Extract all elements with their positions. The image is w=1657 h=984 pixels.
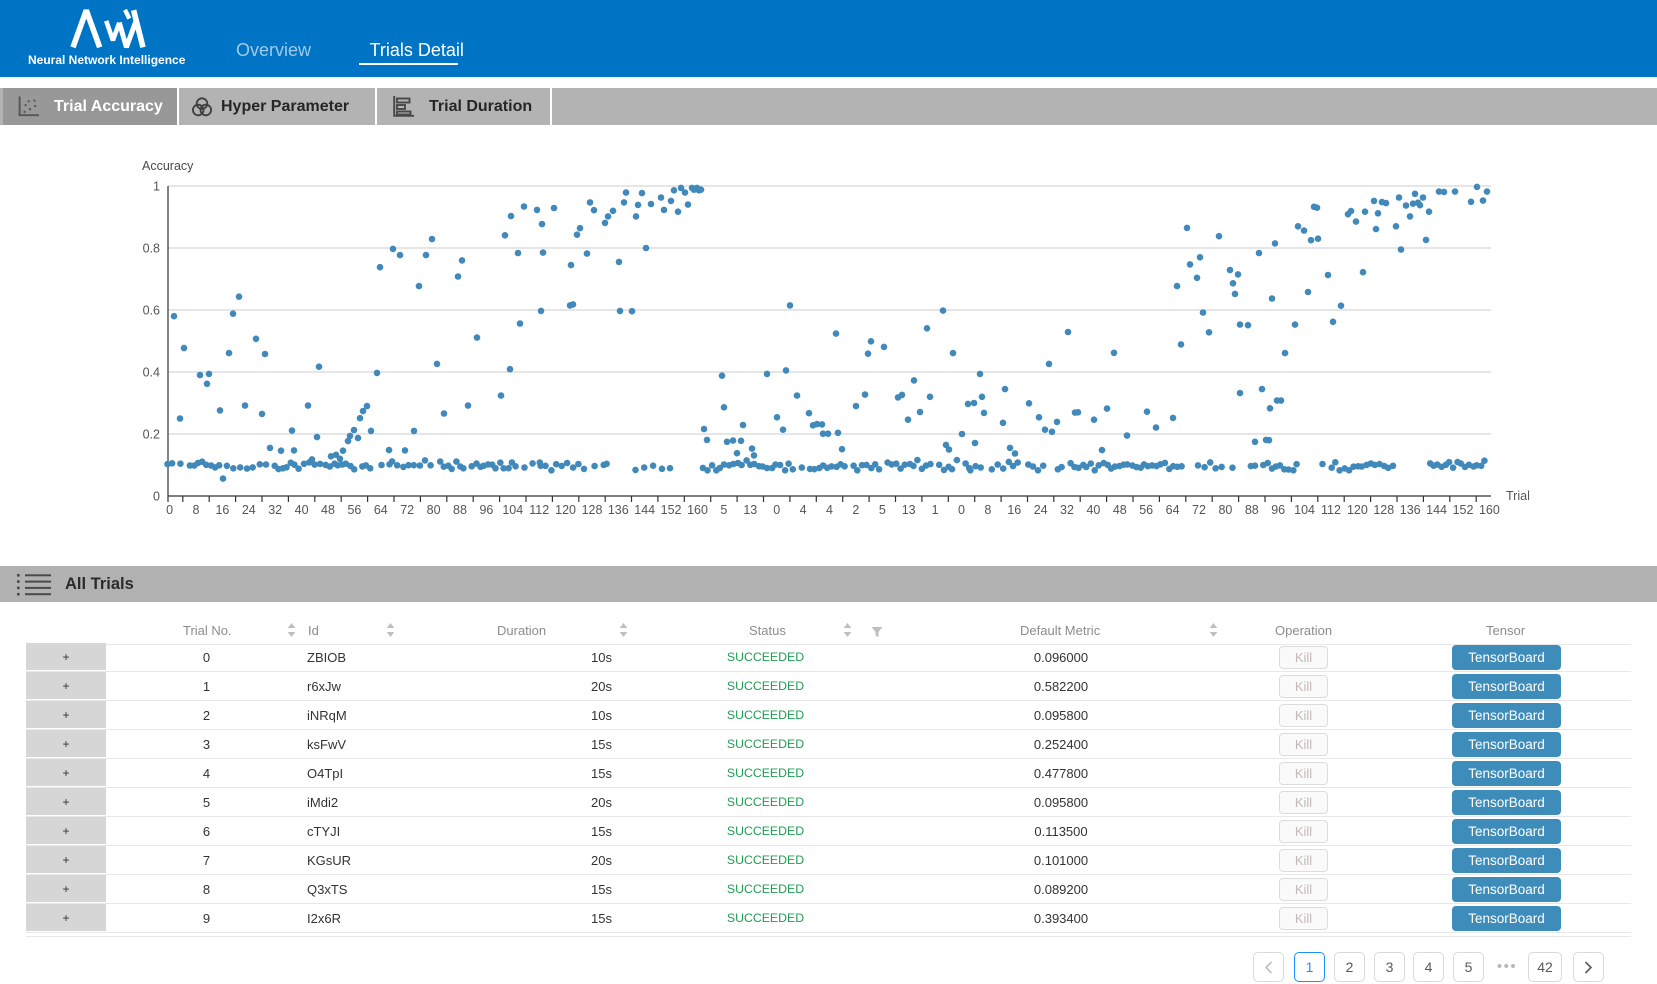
svg-text:88: 88 [453,503,467,517]
svg-text:0: 0 [773,503,780,517]
svg-text:120: 120 [555,503,576,517]
svg-text:32: 32 [1060,503,1074,517]
svg-text:Trial: Trial [1506,489,1530,503]
svg-text:0: 0 [153,490,160,504]
svg-text:160: 160 [687,503,708,517]
svg-text:0.8: 0.8 [143,242,160,256]
svg-text:72: 72 [1192,503,1206,517]
svg-text:72: 72 [400,503,414,517]
svg-text:8: 8 [984,503,991,517]
svg-text:80: 80 [1218,503,1232,517]
svg-text:88: 88 [1245,503,1259,517]
svg-text:0: 0 [958,503,965,517]
svg-text:13: 13 [743,503,757,517]
svg-text:96: 96 [479,503,493,517]
svg-text:120: 120 [1347,503,1368,517]
svg-text:64: 64 [374,503,388,517]
svg-text:2: 2 [852,503,859,517]
svg-text:104: 104 [1294,503,1315,517]
svg-text:40: 40 [1086,503,1100,517]
svg-text:64: 64 [1166,503,1180,517]
svg-text:24: 24 [1034,503,1048,517]
svg-text:16: 16 [215,503,229,517]
svg-text:152: 152 [661,503,682,517]
svg-text:0.2: 0.2 [143,428,160,442]
svg-text:16: 16 [1007,503,1021,517]
svg-text:13: 13 [902,503,916,517]
svg-text:0.6: 0.6 [143,304,160,318]
svg-text:136: 136 [1400,503,1421,517]
svg-text:0: 0 [166,503,173,517]
svg-text:128: 128 [582,503,603,517]
svg-text:160: 160 [1479,503,1500,517]
svg-text:5: 5 [720,503,727,517]
svg-text:144: 144 [634,503,655,517]
svg-text:104: 104 [502,503,523,517]
svg-text:56: 56 [1139,503,1153,517]
svg-text:144: 144 [1426,503,1447,517]
svg-text:112: 112 [1321,503,1341,517]
svg-text:48: 48 [1113,503,1127,517]
svg-text:4: 4 [826,503,833,517]
svg-text:0.4: 0.4 [143,366,160,380]
svg-text:56: 56 [347,503,361,517]
svg-text:24: 24 [242,503,256,517]
svg-text:80: 80 [427,503,441,517]
svg-text:48: 48 [321,503,335,517]
svg-text:32: 32 [268,503,282,517]
svg-text:4: 4 [800,503,807,517]
svg-text:1: 1 [153,180,160,194]
svg-text:152: 152 [1453,503,1474,517]
svg-text:136: 136 [608,503,629,517]
svg-text:128: 128 [1373,503,1394,517]
svg-text:96: 96 [1271,503,1285,517]
svg-text:Accuracy: Accuracy [142,159,194,173]
svg-text:5: 5 [879,503,886,517]
svg-text:112: 112 [529,503,549,517]
svg-text:1: 1 [932,503,939,517]
svg-text:40: 40 [295,503,309,517]
svg-text:8: 8 [193,503,200,517]
